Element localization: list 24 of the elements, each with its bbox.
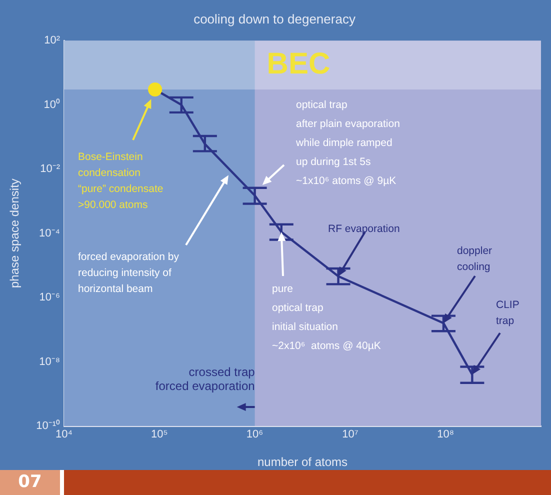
x-axis-title: number of atoms	[257, 455, 348, 470]
chart-title: cooling down to degeneracy	[194, 11, 356, 26]
x-tick-label: 10⁵	[151, 428, 168, 441]
y-axis-title: phase space density	[8, 178, 22, 288]
x-tick-label: 10⁸	[437, 428, 454, 441]
y-tick-label: 10⁻²	[40, 163, 60, 176]
y-tick-label: 10⁻⁴	[39, 227, 60, 240]
annotation: pure optical trap initial situation ~2x10⁶ atoms @ 40µK	[272, 283, 381, 352]
annotation: forced evaporation by reducing intensity of horizontal beam	[78, 251, 180, 296]
x-tick-label: 10⁶	[246, 428, 264, 441]
annotation: doppler cooling	[457, 245, 493, 274]
band-label: crossed trap forced evaporation	[155, 365, 256, 393]
y-tick-label: 10²	[44, 34, 60, 47]
y-tick-label: 10⁰	[44, 98, 60, 111]
annotation: RF evaporation	[328, 223, 400, 236]
y-tick-label: 10⁻⁶	[39, 292, 60, 304]
annotation: CLIP trap	[496, 299, 520, 328]
text: 07	[0, 470, 60, 495]
annotation: Bose-Einstein condensation “pure” condensate >90.000 atoms	[78, 151, 164, 212]
x-tick-label: 10⁷	[342, 428, 358, 441]
band-label: BEC	[266, 47, 330, 80]
annotation: optical trap after plain evaporation while dimple ramped up during 1st 5s ~1x10⁶ atoms @ 9µK	[295, 99, 400, 188]
y-tick-label: 10⁻⁸	[39, 356, 60, 368]
x-tick-label: 10⁴	[56, 428, 73, 441]
